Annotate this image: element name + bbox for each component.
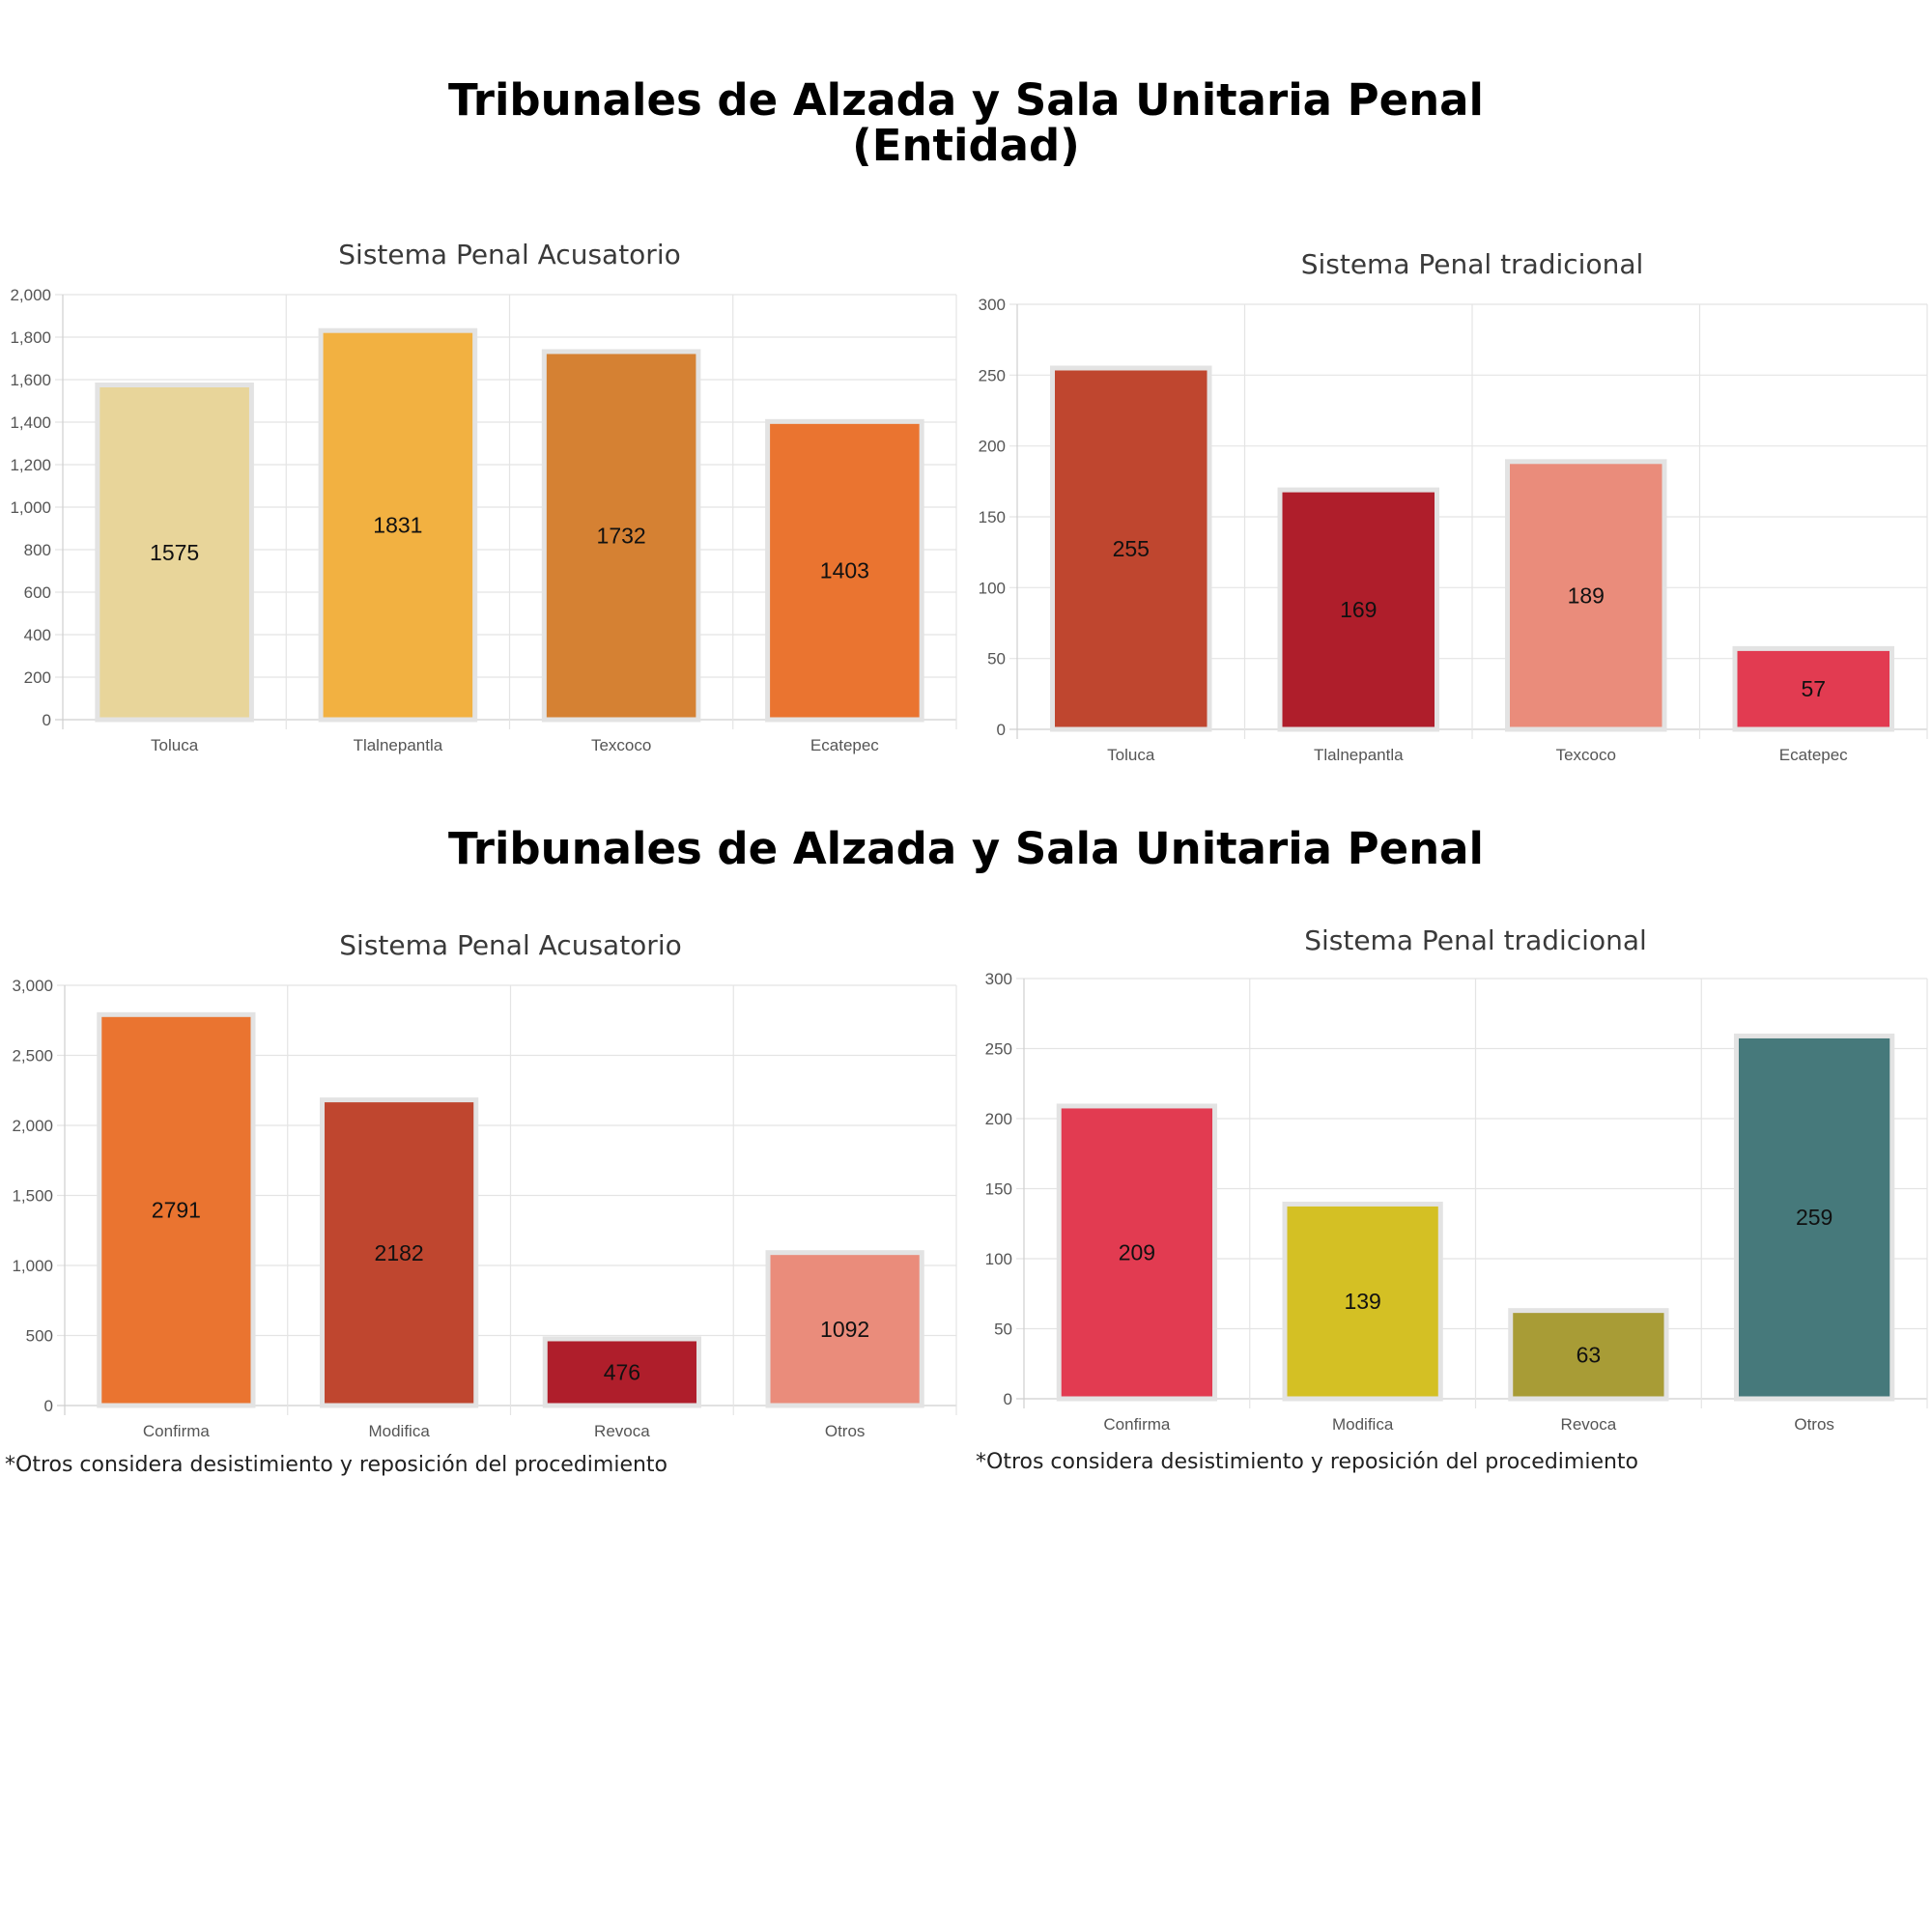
bar — [1732, 645, 1894, 732]
bar — [1508, 1308, 1669, 1402]
chart-acusatorio-entidad: Sistema Penal Acusatorio 0 200 400 600 800 1,0… — [10, 239, 957, 754]
y-tick-label: 50 — [987, 650, 1006, 668]
y-tick-label: 300 — [985, 970, 1012, 988]
x-category-label: Tlalnepantla — [354, 736, 443, 754]
y-tick-label: 1,000 — [12, 1257, 53, 1275]
y-tick-label: 3,000 — [12, 977, 53, 995]
x-category-label: Tlalnepantla — [1314, 746, 1404, 764]
bar-value-label: 139 — [1344, 1289, 1380, 1314]
x-category-label: Otros — [1794, 1415, 1834, 1434]
bar-value-label: 1831 — [373, 513, 422, 538]
y-tick-label: 2,500 — [12, 1047, 53, 1065]
y-tick-label: 50 — [994, 1321, 1012, 1339]
x-category-label: Texcoco — [591, 736, 651, 754]
section-title-line-2: (Entidad) — [852, 120, 1080, 172]
bar — [1277, 487, 1439, 732]
footnote-otros-right: *Otros considera desistimiento y reposic… — [976, 1450, 1639, 1474]
y-tick-label: 100 — [985, 1250, 1012, 1268]
y-tick-label: 300 — [979, 296, 1006, 314]
x-category-label: Revoca — [594, 1422, 650, 1440]
bar-value-label: 476 — [604, 1359, 640, 1384]
y-tick-label: 200 — [985, 1110, 1012, 1128]
y-tick-label: 150 — [985, 1180, 1012, 1199]
x-category-label: Texcoco — [1556, 746, 1616, 764]
bar-value-label: 189 — [1568, 582, 1605, 608]
chart-title: Sistema Penal Acusatorio — [338, 239, 680, 270]
x-category-label: Ecatepec — [810, 736, 879, 754]
x-category-label: Modifica — [368, 1422, 430, 1440]
y-tick-label: 0 — [44, 1397, 53, 1415]
y-tick-label: 200 — [24, 668, 51, 687]
bar — [95, 383, 254, 723]
bar — [1050, 365, 1212, 732]
chart-acusatorio-resoluciones: Sistema Penal Acusatorio 0 500 1,000 1,500 2,… — [12, 929, 957, 1440]
chart-title: Sistema Penal tradicional — [1304, 924, 1647, 956]
y-tick-label: 0 — [1004, 1390, 1012, 1408]
section-title-entidad: Tribunales de Alzada y Sala Unitaria Pen… — [0, 77, 1932, 169]
bar — [1505, 459, 1667, 732]
bar — [1733, 1033, 1895, 1402]
bar — [97, 1011, 256, 1408]
chart-title: Sistema Penal Acusatorio — [339, 929, 681, 961]
y-tick-label: 100 — [979, 579, 1006, 597]
y-tick-label: 1,200 — [10, 456, 51, 474]
y-tick-label: 0 — [997, 721, 1006, 739]
bar — [765, 418, 924, 723]
y-tick-label: 1,500 — [12, 1187, 53, 1206]
chart-tradicional-entidad: Sistema Penal tradicional 0 50 100 150 200 250… — [979, 248, 1928, 764]
y-tick-label: 1,000 — [10, 498, 51, 517]
y-tick-label: 1,600 — [10, 371, 51, 389]
x-category-label: Toluca — [151, 736, 199, 754]
bar — [765, 1250, 924, 1408]
x-category-label: Modifica — [1332, 1415, 1394, 1434]
y-tick-label: 1,800 — [10, 328, 51, 347]
y-tick-label: 1,400 — [10, 413, 51, 432]
bar — [541, 349, 701, 723]
y-tick-label: 600 — [24, 583, 51, 602]
y-tick-label: 2,000 — [12, 1117, 53, 1135]
bar-value-label: 255 — [1113, 536, 1150, 561]
x-category-label: Confirma — [143, 1422, 211, 1440]
y-tick-label: 0 — [43, 711, 51, 729]
chart-tradicional-resoluciones: Sistema Penal tradicional 0 50 100 150 200 250… — [985, 924, 1928, 1434]
y-tick-label: 400 — [24, 626, 51, 644]
y-tick-label: 500 — [26, 1327, 53, 1346]
y-tick-label: 250 — [985, 1040, 1012, 1059]
bar-value-label: 209 — [1119, 1239, 1155, 1264]
x-category-label: Toluca — [1107, 746, 1155, 764]
bar-value-label: 169 — [1340, 597, 1377, 622]
y-tick-label: 200 — [979, 438, 1006, 456]
y-tick-label: 250 — [979, 366, 1006, 384]
section-title-line-1: Tribunales de Alzada y Sala Unitaria Pen… — [448, 74, 1484, 126]
x-category-label: Revoca — [1561, 1415, 1617, 1434]
chart-title: Sistema Penal tradicional — [1301, 248, 1644, 280]
bar-value-label: 1092 — [820, 1317, 869, 1342]
bar — [318, 327, 478, 723]
bar-value-label: 1575 — [150, 540, 199, 565]
bar-value-label: 1732 — [597, 523, 646, 548]
bar-value-label: 259 — [1796, 1205, 1833, 1230]
bar-value-label: 2182 — [375, 1240, 424, 1265]
x-category-label: Confirma — [1103, 1415, 1171, 1434]
section-title-resoluciones: Tribunales de Alzada y Sala Unitaria Pen… — [448, 823, 1484, 874]
bar — [1056, 1103, 1218, 1402]
bar — [1282, 1201, 1443, 1402]
footnote-otros-left: *Otros considera desistimiento y reposic… — [5, 1453, 668, 1477]
bar-value-label: 2791 — [152, 1198, 201, 1223]
x-category-label: Ecatepec — [1779, 746, 1848, 764]
y-tick-label: 2,000 — [10, 286, 51, 304]
bar-value-label: 1403 — [820, 558, 869, 583]
bar-value-label: 63 — [1577, 1342, 1602, 1367]
y-tick-label: 150 — [979, 508, 1006, 526]
x-category-label: Otros — [825, 1422, 866, 1440]
y-tick-label: 800 — [24, 541, 51, 559]
bar — [320, 1097, 479, 1408]
bar — [542, 1336, 701, 1408]
bar-value-label: 57 — [1801, 676, 1826, 701]
